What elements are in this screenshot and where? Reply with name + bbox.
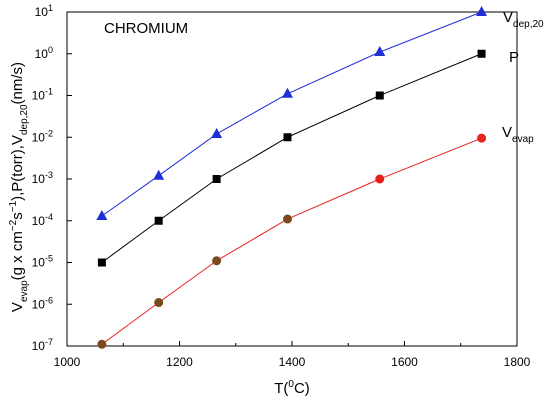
square-point: [212, 175, 221, 183]
y-tick-exponent: -7: [45, 337, 53, 347]
y-tick-label: 100: [35, 45, 53, 61]
y-tick-label: 10-4: [32, 212, 53, 228]
square-point: [375, 91, 384, 100]
circle-point: [154, 298, 164, 308]
y-tick-exponent: -6: [45, 295, 53, 305]
y-tick-exponent: -2: [45, 128, 53, 138]
x-tick-label: 1800: [504, 355, 531, 369]
x-axis-title: T(0C): [274, 379, 310, 397]
y-tick-exponent: -5: [45, 254, 53, 264]
plot-area: [66, 6, 518, 349]
circle-point: [477, 133, 487, 143]
square-point: [283, 133, 292, 142]
y-tick-label: 10-2: [32, 128, 53, 144]
y-tick-label: 10-6: [32, 295, 53, 311]
x-tick-label: 1400: [279, 355, 306, 369]
y-tick-label: 10-7: [32, 337, 53, 353]
x-tick-label: 1200: [166, 355, 193, 369]
series-label-1: P: [509, 49, 519, 66]
series-line-0: [101, 11, 482, 217]
y-tick-exponent: 0: [48, 45, 53, 55]
square-point: [154, 216, 163, 225]
y-tick-exponent: -3: [45, 170, 53, 180]
triangle-point: [96, 209, 108, 220]
x-tick-label: 1000: [54, 355, 81, 369]
y-tick-exponent: -4: [45, 212, 53, 222]
chart-title: CHROMIUM: [104, 20, 188, 37]
y-tick-label: 10-5: [32, 254, 53, 270]
series-label-0: Vdep,20: [503, 9, 544, 30]
y-tick-label: 10-3: [32, 170, 53, 186]
square-point: [97, 258, 106, 267]
y-tick-exponent: -1: [45, 87, 53, 97]
circle-point: [97, 339, 107, 349]
series-label-2: Vevap: [502, 124, 534, 145]
plot-frame: [66, 11, 518, 347]
triangle-point: [211, 127, 223, 138]
series-line-1: [101, 53, 482, 263]
axis-labels: 1000 1200 1400 1600 180010-710-610-510-410-3…: [8, 3, 544, 397]
circle-point: [212, 256, 222, 266]
triangle-point: [153, 169, 165, 180]
series-line-2: [101, 137, 482, 345]
circle-point: [375, 174, 385, 184]
triangle-point: [282, 87, 293, 98]
square-point: [477, 49, 486, 58]
y-tick-exponent: 1: [48, 3, 53, 13]
circle-point: [283, 214, 292, 224]
y-tick-label: 10-1: [32, 87, 53, 103]
triangle-point: [476, 6, 488, 16]
triangle-point: [374, 46, 386, 57]
y-tick-label: 101: [35, 3, 53, 19]
y-axis-title: Vevap(g x cm−2s−1),P(torr),Vdep,20(nm/s): [8, 62, 30, 312]
x-tick-label: 1600: [391, 355, 418, 369]
